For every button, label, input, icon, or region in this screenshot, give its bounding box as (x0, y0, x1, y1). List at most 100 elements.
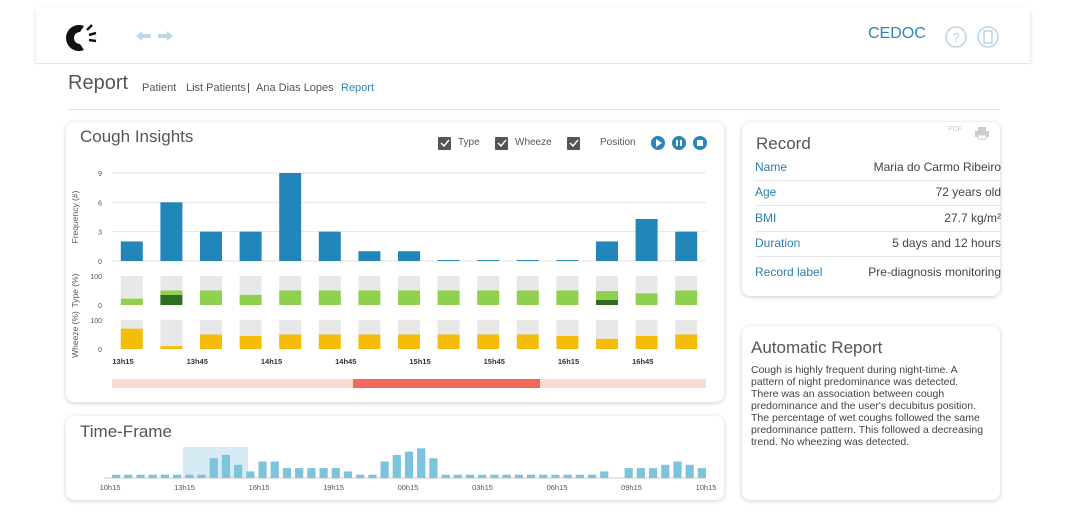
record-key: Record label (755, 265, 823, 279)
separator (248, 83, 249, 93)
pdf-icon[interactable]: PDF (948, 126, 962, 133)
toggle[interactable]: Type (438, 137, 480, 150)
x-tick-label: 15h15 (409, 357, 430, 366)
toggle-label: Wheeze (515, 137, 552, 148)
header-icons[interactable]: ? (944, 25, 1004, 49)
bar (221, 454, 231, 478)
bar (343, 471, 353, 478)
bar-segment (200, 290, 222, 305)
x-tick-label: 16h15 (558, 357, 579, 366)
x-tick-label: 14h45 (335, 357, 356, 366)
bar-segment (477, 334, 500, 349)
divider (68, 109, 1000, 110)
bar-segment (120, 298, 143, 305)
bar (282, 468, 292, 478)
bar (404, 451, 414, 478)
player-controls[interactable] (651, 136, 707, 150)
record-value: Pre-diagnosis monitoring (868, 265, 1001, 279)
bar (120, 241, 143, 261)
bar (563, 474, 572, 478)
bar (661, 464, 670, 478)
bar (648, 468, 658, 478)
record-card: Record PDF Name Maria do Carmo Ribeiro Age… (742, 122, 1001, 296)
y-axis-label: Type (%) (70, 273, 80, 307)
bar (246, 471, 255, 478)
bar (398, 251, 420, 261)
bar-segment (635, 293, 658, 305)
toggle[interactable]: Wheeze (495, 137, 552, 150)
logo (66, 24, 97, 51)
bar (307, 468, 316, 478)
print-icon[interactable] (974, 126, 990, 140)
crumb[interactable]: Ana Dias Lopes (256, 82, 334, 94)
bar-segment (516, 290, 539, 305)
bar (600, 471, 609, 478)
bar-segment (160, 290, 183, 295)
bar (516, 260, 539, 261)
y-tick-label: 0 (98, 303, 102, 310)
bar (477, 260, 500, 261)
bar-segment (279, 334, 302, 349)
x-tick-label: 06h15 (547, 483, 568, 492)
check (497, 139, 507, 148)
bar (356, 474, 365, 478)
toggle[interactable]: Position (567, 137, 636, 150)
bar-segment (239, 335, 262, 349)
record-key: Name (755, 160, 788, 174)
bar-segment (318, 334, 341, 349)
crumb[interactable]: List Patients (186, 82, 246, 94)
bar (279, 173, 302, 261)
bar (197, 474, 206, 478)
bar (392, 454, 401, 478)
bar (478, 474, 487, 478)
checkbox (438, 137, 451, 150)
bar (270, 461, 279, 478)
checkbox (567, 137, 580, 150)
check (440, 139, 450, 148)
record-key: Age (755, 185, 777, 199)
bar (539, 474, 548, 478)
cough-insights-card: Cough Insights (66, 122, 724, 402)
bar (380, 461, 389, 478)
bar (160, 474, 170, 478)
card-title: Automatic Report (751, 338, 883, 357)
x-tick-label: 13h45 (187, 357, 208, 366)
bar (148, 474, 157, 478)
bar-segment (596, 291, 618, 300)
bar (514, 474, 523, 478)
bar-segment (318, 290, 341, 305)
bar (234, 464, 243, 478)
bar (685, 464, 694, 478)
bar (319, 468, 328, 478)
bar (209, 458, 218, 478)
y-axis-label: Frequency (#) (70, 190, 80, 243)
y-tick-label: 6 (98, 200, 102, 207)
bar (295, 468, 304, 478)
crumb[interactable]: Report (341, 82, 375, 94)
toggle-label: Position (600, 137, 636, 148)
crumb[interactable]: Patient (142, 82, 177, 94)
bar (596, 241, 618, 261)
bar-segment (675, 290, 698, 305)
card-title: Time-Frame (80, 422, 172, 441)
x-tick-label: 00h15 (398, 483, 419, 492)
x-tick-label: 14h15 (261, 357, 282, 366)
y-tick-label: 100 (90, 318, 102, 325)
toggle-label: Type (458, 137, 480, 148)
bar-segment (516, 334, 539, 349)
bar (160, 202, 183, 261)
bar-segment (596, 338, 618, 349)
record-row: Name Maria do Carmo Ribeiro (755, 154, 1001, 181)
bar (673, 461, 682, 478)
bar (185, 474, 194, 478)
svg-text:?: ? (952, 30, 959, 45)
bar-segment (160, 294, 183, 305)
bar (465, 474, 475, 478)
bar-segment (437, 334, 460, 349)
x-tick-label: 13h15 (174, 483, 195, 492)
nav-arrows[interactable] (136, 30, 176, 42)
y-tick-label: 0 (98, 347, 102, 354)
bar-segment (477, 290, 500, 305)
y-tick-label: 0 (98, 259, 102, 266)
